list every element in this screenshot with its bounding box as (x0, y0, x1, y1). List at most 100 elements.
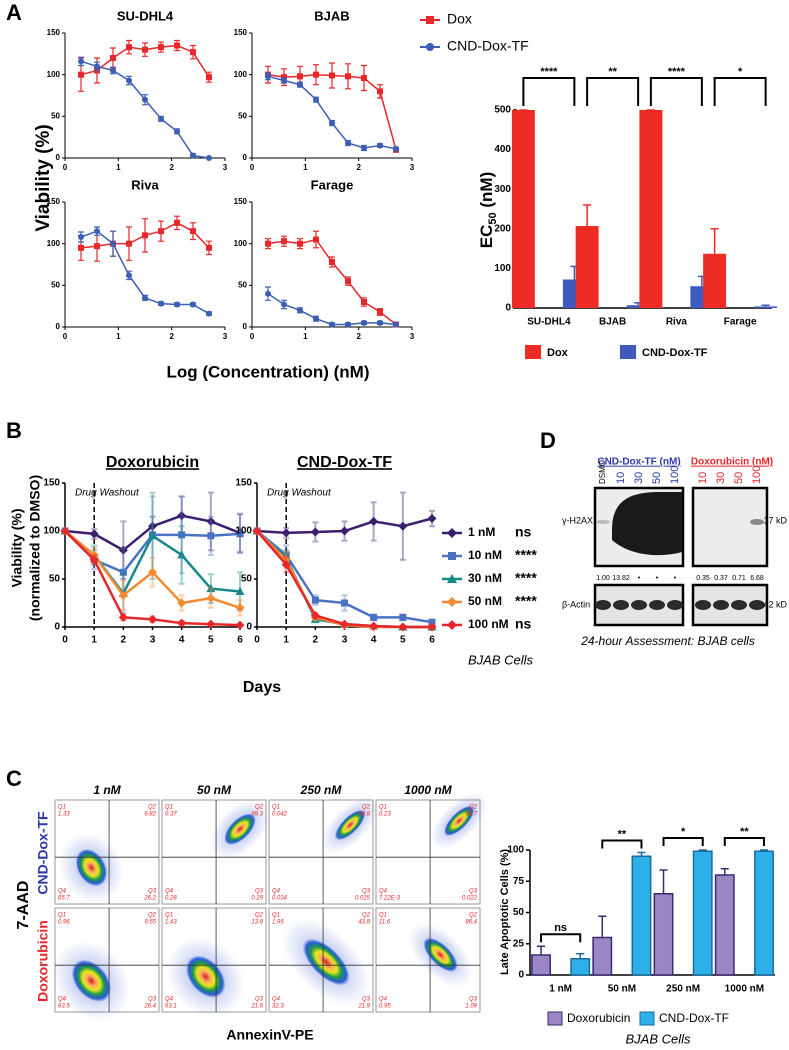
marker (148, 567, 157, 577)
band (667, 600, 683, 610)
band (612, 492, 682, 556)
cell-density (443, 805, 475, 837)
quantification: 13.82 (612, 575, 630, 582)
x-tick-label: 3 (410, 332, 415, 341)
marker (377, 309, 383, 315)
marker (206, 516, 216, 526)
marker (329, 259, 335, 265)
legend-label: CND-Dox-TF (659, 1011, 729, 1025)
series-line (267, 293, 397, 326)
marker (377, 319, 383, 326)
marker (398, 521, 408, 531)
annotation: Drug Washout (75, 488, 140, 499)
marker (126, 44, 132, 51)
quadrant-name: Q3 (148, 889, 157, 895)
marker (310, 610, 320, 620)
quadrant-name: Q2 (255, 805, 264, 811)
significance-label: ** (740, 826, 749, 838)
x-tick-label: 2 (356, 332, 361, 341)
x-tick-label: 6 (429, 635, 435, 646)
marker (297, 81, 303, 88)
quadrant-name: Q4 (58, 889, 67, 895)
marker (265, 73, 271, 80)
quadrant-value: 0.37 (165, 812, 177, 818)
y-tick-label: 150 (234, 197, 248, 206)
marker (377, 88, 383, 95)
x-tick-label: 3 (150, 635, 156, 646)
quantification: • (674, 575, 677, 582)
marker (126, 77, 132, 84)
panel-label: A (6, 0, 22, 25)
legend-marker (447, 574, 457, 583)
lane-label: DSMO (598, 460, 607, 484)
band (613, 600, 629, 610)
quadrant-value: 0.022 (462, 896, 478, 902)
series-line (80, 60, 210, 159)
significance-label: ns (554, 922, 567, 934)
legend-label: Dox (447, 11, 472, 27)
cell-density (71, 959, 112, 1002)
marker (427, 514, 437, 524)
quadrant-name: Q4 (58, 997, 67, 1003)
band (595, 600, 611, 610)
y-tick-label: 75 (513, 876, 525, 887)
marker (235, 586, 245, 595)
cell-density (185, 955, 226, 998)
y-tick-label: 150 (47, 197, 61, 206)
quadrant-value: 9.55 (144, 920, 156, 926)
x-tick-label: 1 (283, 635, 289, 646)
y-tick-label: 100 (234, 239, 248, 248)
significance-bracket (522, 77, 576, 106)
marker (207, 532, 215, 540)
marker (345, 321, 351, 328)
marker (340, 619, 349, 629)
protein-label: β-Actin (562, 599, 590, 609)
y-tick-label: 150 (43, 478, 60, 489)
significance-bracket (662, 837, 704, 846)
x-tick-label: 4 (179, 635, 185, 646)
x-tick-label: 5 (208, 635, 214, 646)
legend-significance: **** (515, 547, 537, 563)
marker (206, 619, 216, 629)
marker (345, 140, 351, 146)
x-tick-label: 1 (91, 635, 97, 646)
marker (206, 244, 212, 251)
row-label: CND-Dox-TF (35, 811, 51, 895)
quadrant-name: Q2 (148, 913, 157, 919)
significance-label: ** (618, 828, 627, 840)
bar (754, 850, 774, 976)
marker (311, 596, 319, 604)
marker (206, 155, 212, 161)
quantification: 0.35 (696, 575, 710, 582)
marker (190, 49, 196, 56)
error-bar (720, 868, 729, 875)
annotation: Drug Washout (267, 488, 332, 499)
lane-label: 10 (697, 472, 709, 484)
marker (393, 145, 399, 152)
marker (177, 598, 187, 608)
quadrant-name: Q4 (272, 997, 281, 1003)
legend-marker (448, 552, 456, 560)
significance-label: **** (540, 66, 558, 78)
error-bar (710, 228, 719, 254)
x-tick-label: 3 (223, 332, 228, 341)
note: BJAB Cells (468, 652, 534, 667)
quadrant-value: 1.95 (272, 920, 284, 926)
bar (692, 850, 713, 976)
x-tick-label: 2 (356, 163, 361, 172)
quadrant-name: Q4 (379, 889, 388, 895)
marker (297, 307, 303, 314)
marker (313, 315, 319, 322)
quadrant-name: Q2 (362, 805, 371, 811)
marker (177, 550, 187, 559)
marker (236, 530, 244, 538)
x-tick-label: 0 (63, 332, 68, 341)
quadrant-name: Q3 (255, 997, 264, 1003)
quadrant-value: 0.29 (251, 896, 263, 902)
band (750, 519, 764, 525)
marker (235, 620, 245, 630)
quadrant-value: 99.8 (358, 812, 370, 818)
quadrant-name: Q1 (165, 805, 173, 811)
marker (235, 603, 245, 613)
axis-title-part: 50 (487, 212, 499, 224)
